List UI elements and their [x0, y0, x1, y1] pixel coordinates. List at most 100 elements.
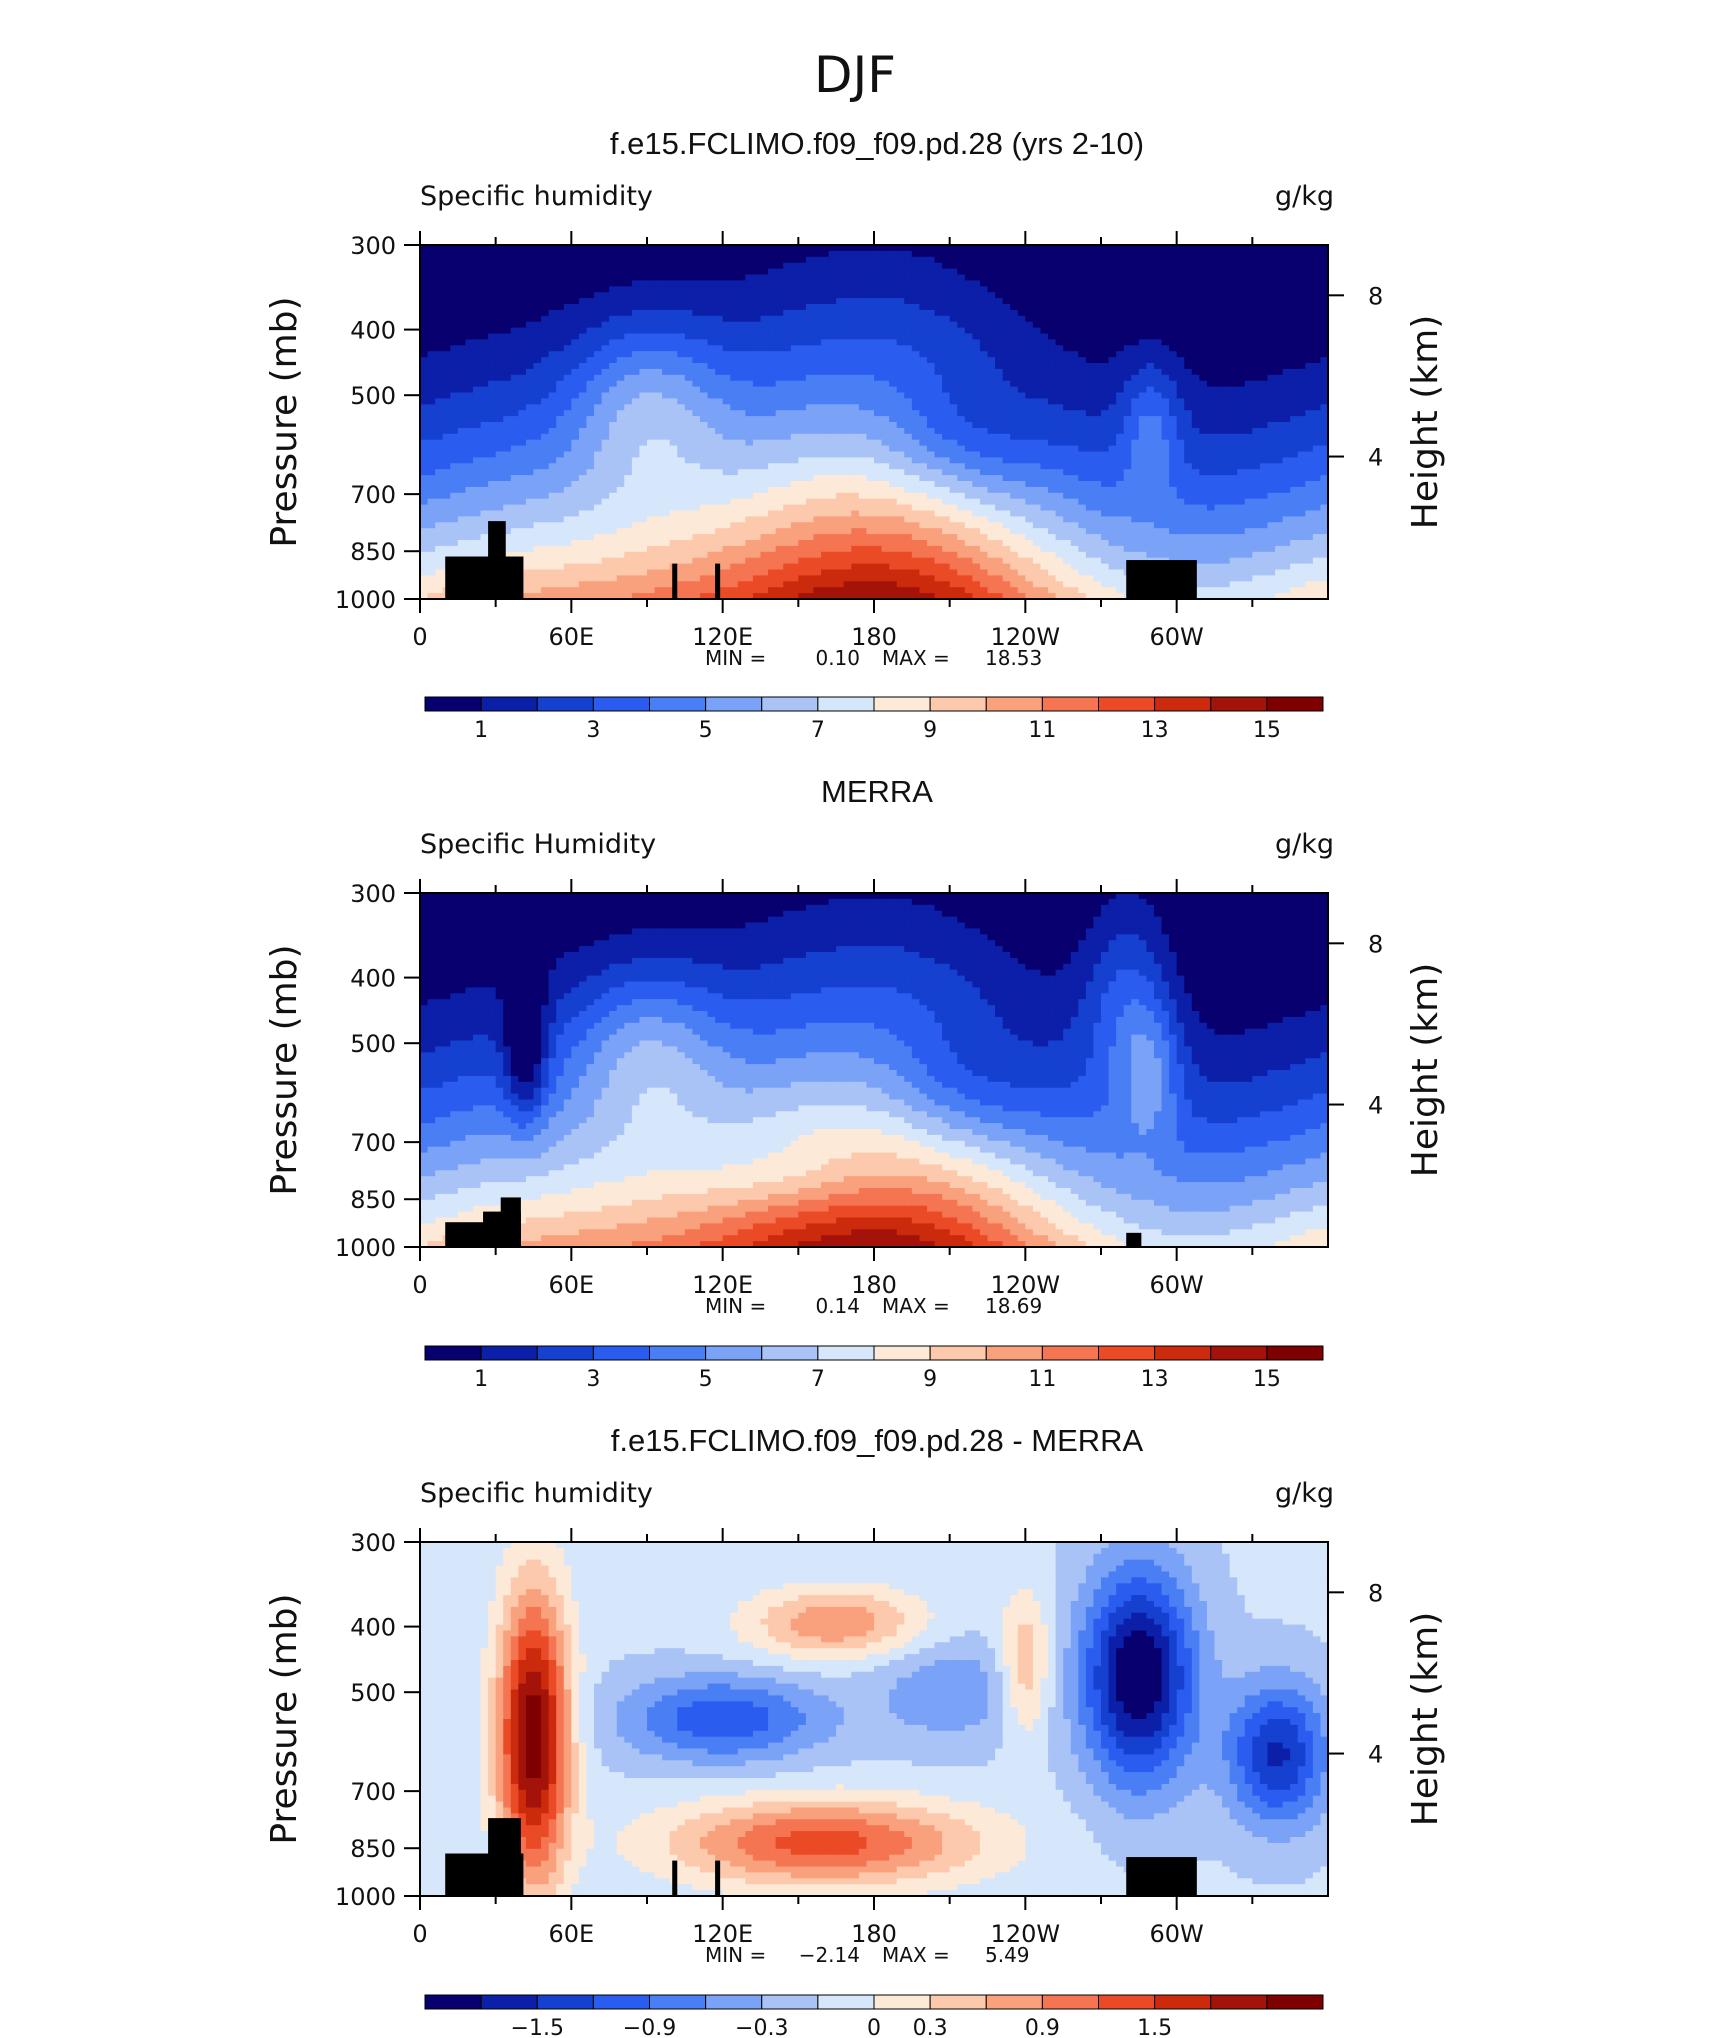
heatmap-cell — [768, 292, 777, 299]
heatmap-cell — [1101, 481, 1110, 488]
heatmap-cell — [730, 445, 739, 453]
heatmap-cell — [1078, 416, 1087, 423]
heatmap-cell — [1153, 250, 1163, 258]
heatmap-cell — [510, 345, 519, 352]
heatmap-cell — [707, 321, 716, 329]
heatmap-cell — [828, 245, 837, 252]
heatmap-cell — [1017, 339, 1026, 346]
heatmap-cell — [1320, 256, 1329, 264]
heatmap-cell — [1305, 445, 1314, 453]
heatmap-cell — [1290, 475, 1299, 482]
heatmap-cell — [730, 386, 739, 394]
heatmap-cell — [866, 427, 875, 435]
heatmap-cell — [1131, 345, 1140, 352]
heatmap-cell — [1116, 410, 1125, 417]
heatmap-cell — [563, 292, 572, 299]
heatmap-cell — [450, 486, 459, 494]
heatmap-cell — [858, 286, 868, 293]
heatmap-cell — [1176, 422, 1185, 429]
heatmap-cell — [1191, 351, 1200, 358]
heatmap-cell — [730, 262, 739, 270]
heatmap-cell — [594, 256, 603, 264]
heatmap-cell — [684, 250, 693, 258]
heatmap-cell — [760, 262, 769, 270]
heatmap-cell — [533, 463, 542, 470]
heatmap-cell — [1002, 416, 1011, 423]
heatmap-cell — [1002, 315, 1011, 323]
heatmap-cell — [699, 469, 709, 476]
heatmap-cell — [533, 309, 542, 317]
heatmap-cell — [654, 250, 663, 258]
heatmap-cell — [798, 286, 807, 293]
heatmap-cell — [1063, 339, 1072, 346]
heatmap-cell — [571, 256, 580, 264]
heatmap-cell — [1290, 404, 1299, 411]
heatmap-cell — [836, 268, 845, 276]
heatmap-cell — [1305, 404, 1314, 411]
heatmap-cell — [737, 380, 746, 388]
heatmap-cell — [858, 439, 868, 447]
heatmap-cell — [972, 292, 981, 299]
heatmap-cell — [942, 345, 951, 352]
heatmap-cell — [1093, 463, 1102, 470]
heatmap-cell — [563, 274, 572, 281]
heatmap-cell — [1131, 404, 1140, 411]
heatmap-cell — [790, 463, 799, 470]
heatmap-cell — [495, 368, 504, 376]
heatmap-cell — [1320, 333, 1329, 340]
heatmap-cell — [783, 433, 792, 441]
heatmap-cell — [1002, 410, 1011, 417]
heatmap-cell — [1214, 292, 1223, 299]
heatmap-cell — [737, 451, 746, 458]
heatmap-cell — [1146, 345, 1155, 352]
heatmap-cell — [1017, 433, 1026, 441]
heatmap-cell — [745, 416, 754, 423]
heatmap-cell — [1275, 351, 1284, 358]
heatmap-cell — [1131, 445, 1140, 453]
heatmap-cell — [715, 357, 724, 364]
heatmap-cell — [730, 274, 739, 281]
heatmap-cell — [503, 280, 512, 287]
heatmap-cell — [1282, 475, 1291, 482]
heatmap-cell — [639, 469, 648, 476]
heatmap-cell — [1123, 374, 1132, 382]
heatmap-cell — [578, 256, 588, 264]
heatmap-cell — [768, 410, 777, 417]
heatmap-cell — [745, 286, 754, 293]
heatmap-cell — [1048, 363, 1057, 370]
heatmap-cell — [1093, 363, 1102, 370]
heatmap-cell — [420, 351, 429, 358]
heatmap-cell — [745, 457, 754, 464]
heatmap-cell — [881, 245, 890, 252]
heatmap-cell — [813, 245, 822, 252]
heatmap-cell — [889, 486, 898, 494]
heatmap-cell — [631, 315, 641, 323]
heatmap-cell — [760, 481, 769, 488]
heatmap-cell — [677, 268, 686, 276]
heatmap-cell — [457, 268, 466, 276]
heatmap-cell — [699, 386, 709, 394]
heatmap-cell — [1101, 451, 1110, 458]
heatmap-cell — [896, 250, 905, 258]
heatmap-cell — [1108, 481, 1117, 488]
heatmap-cell — [1153, 274, 1163, 281]
heatmap-cell — [919, 380, 928, 388]
heatmap-cell — [1161, 274, 1170, 281]
heatmap-cell — [752, 333, 762, 340]
heatmap-cell — [934, 386, 943, 394]
heatmap-cell — [684, 445, 693, 453]
heatmap-cell — [828, 404, 837, 411]
heatmap-cell — [752, 351, 762, 358]
heatmap-cell — [1108, 398, 1117, 405]
heatmap-cell — [563, 268, 572, 276]
heatmap-cell — [662, 327, 671, 335]
heatmap-cell — [707, 410, 716, 417]
heatmap-cell — [639, 410, 648, 417]
heatmap-cell — [957, 486, 966, 494]
heatmap-cell — [866, 357, 875, 364]
heatmap-cell — [1320, 422, 1329, 429]
heatmap-cell — [851, 345, 860, 352]
heatmap-cell — [1191, 280, 1200, 287]
heatmap-cell — [1290, 357, 1299, 364]
heatmap-cell — [1070, 292, 1079, 299]
